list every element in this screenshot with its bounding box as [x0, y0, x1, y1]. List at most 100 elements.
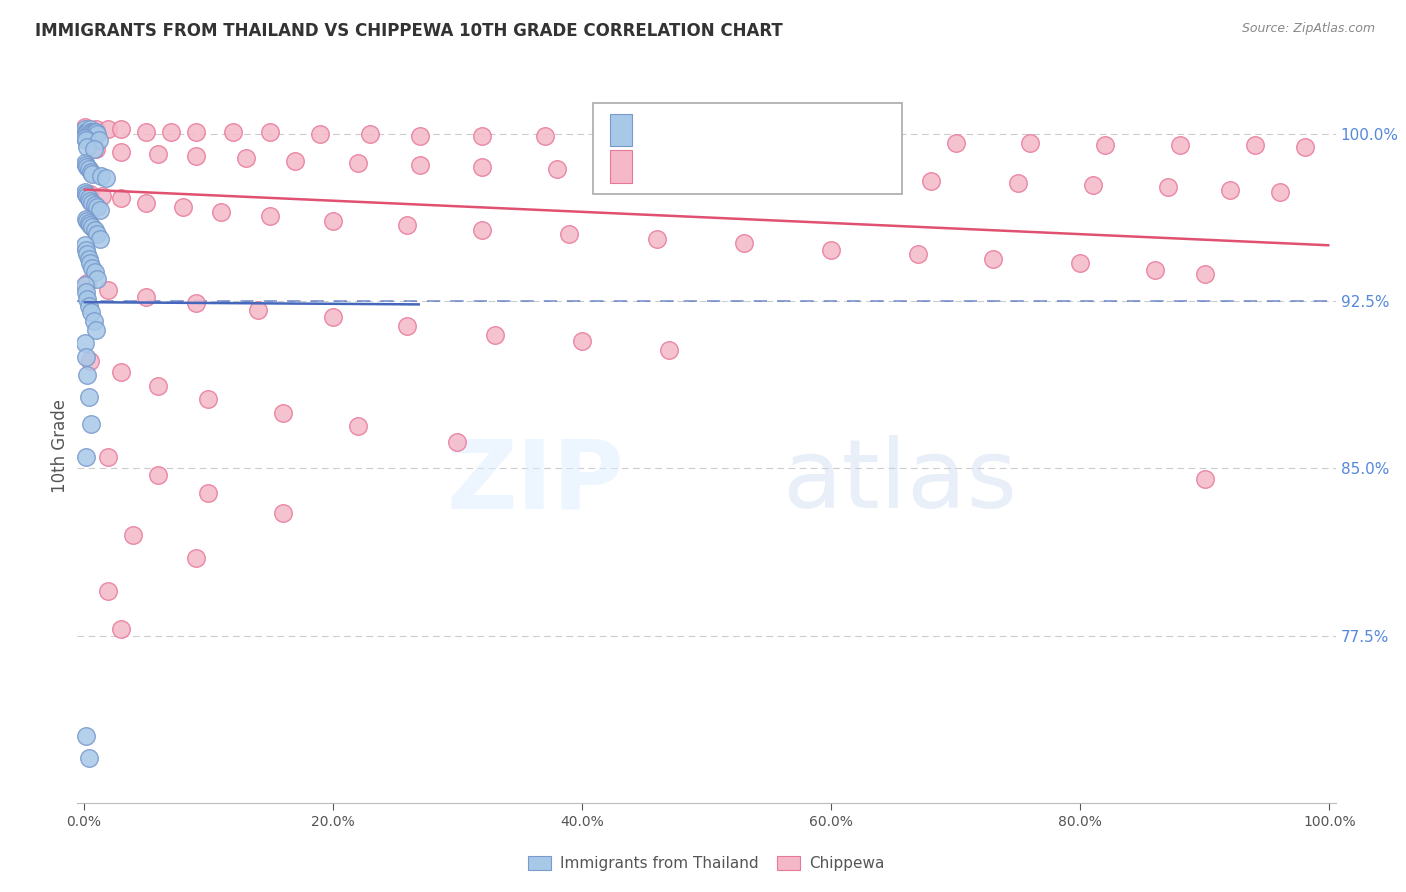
Point — [80, 305, 103, 319]
Point — [75, 187, 97, 202]
Text: Source: ZipAtlas.com: Source: ZipAtlas.com — [1241, 22, 1375, 36]
Point — [94, 171, 117, 186]
Point — [184, 296, 207, 310]
Point — [322, 310, 344, 324]
Point — [73, 278, 96, 293]
Point — [79, 122, 101, 136]
Point — [75, 285, 97, 300]
Point — [409, 129, 432, 144]
Point — [396, 318, 419, 333]
Point — [1243, 138, 1265, 153]
Point — [97, 122, 120, 136]
Point — [1007, 176, 1029, 190]
Point — [86, 227, 108, 242]
Point — [89, 202, 111, 217]
Point — [73, 238, 96, 252]
Point — [645, 232, 668, 246]
Point — [89, 232, 111, 246]
Text: IMMIGRANTS FROM THAILAND VS CHIPPEWA 10TH GRADE CORRELATION CHART: IMMIGRANTS FROM THAILAND VS CHIPPEWA 10T… — [35, 22, 783, 40]
Point — [484, 327, 506, 342]
Point — [184, 125, 207, 139]
Point — [97, 283, 120, 297]
Point — [172, 201, 194, 215]
Point — [84, 125, 107, 139]
Point — [1168, 138, 1191, 153]
Point — [284, 153, 307, 168]
Point — [148, 147, 170, 161]
Point — [83, 223, 105, 237]
Point — [73, 156, 96, 170]
Point — [658, 343, 681, 358]
Text: ZIP: ZIP — [447, 435, 624, 528]
Point — [110, 145, 132, 159]
Point — [359, 127, 381, 141]
Point — [75, 729, 97, 743]
Point — [110, 366, 132, 380]
Point — [135, 290, 157, 304]
Point — [148, 379, 170, 393]
Point — [76, 292, 98, 306]
Point — [80, 164, 103, 178]
Point — [471, 223, 494, 237]
Point — [79, 256, 101, 270]
Point — [75, 134, 97, 148]
Point — [409, 158, 432, 172]
Point — [76, 140, 98, 154]
Point — [75, 243, 97, 257]
Point — [322, 214, 344, 228]
Point — [446, 434, 468, 449]
Point — [122, 528, 145, 542]
Point — [770, 169, 793, 184]
Y-axis label: 10th Grade: 10th Grade — [51, 399, 69, 493]
Point — [197, 486, 219, 500]
Point — [75, 211, 97, 226]
Point — [87, 134, 110, 148]
Point — [658, 131, 681, 145]
Point — [76, 161, 98, 175]
Point — [76, 247, 98, 261]
Point — [75, 125, 97, 139]
Point — [73, 131, 96, 145]
Point — [733, 236, 755, 251]
Point — [471, 161, 494, 175]
Point — [75, 350, 97, 364]
Point — [84, 122, 107, 136]
Point — [79, 354, 101, 368]
Point — [1069, 256, 1091, 270]
Point — [82, 260, 104, 275]
Point — [83, 125, 105, 139]
Text: R = -0.245   N = 106: R = -0.245 N = 106 — [643, 159, 815, 174]
Point — [83, 125, 105, 139]
Point — [90, 169, 112, 184]
Point — [82, 196, 104, 211]
Point — [80, 125, 103, 139]
Point — [86, 271, 108, 285]
Point — [75, 450, 97, 465]
Point — [259, 125, 281, 139]
Point — [73, 120, 96, 135]
Point — [110, 622, 132, 636]
Point — [148, 468, 170, 483]
Point — [159, 125, 181, 139]
Point — [77, 125, 100, 139]
Point — [73, 122, 96, 136]
Point — [346, 419, 368, 434]
Point — [77, 216, 100, 230]
Point — [184, 149, 207, 163]
Point — [1019, 136, 1042, 150]
Point — [246, 303, 269, 318]
Point — [920, 174, 942, 188]
Point — [76, 214, 98, 228]
Point — [546, 162, 568, 177]
Point — [77, 751, 100, 765]
Point — [82, 167, 104, 181]
Point — [76, 125, 98, 139]
Point — [533, 129, 555, 144]
Point — [82, 220, 104, 235]
Point — [84, 323, 107, 337]
Point — [1268, 185, 1291, 199]
Point — [1094, 138, 1116, 153]
Point — [1081, 178, 1104, 193]
Point — [80, 417, 103, 431]
Point — [271, 506, 294, 520]
